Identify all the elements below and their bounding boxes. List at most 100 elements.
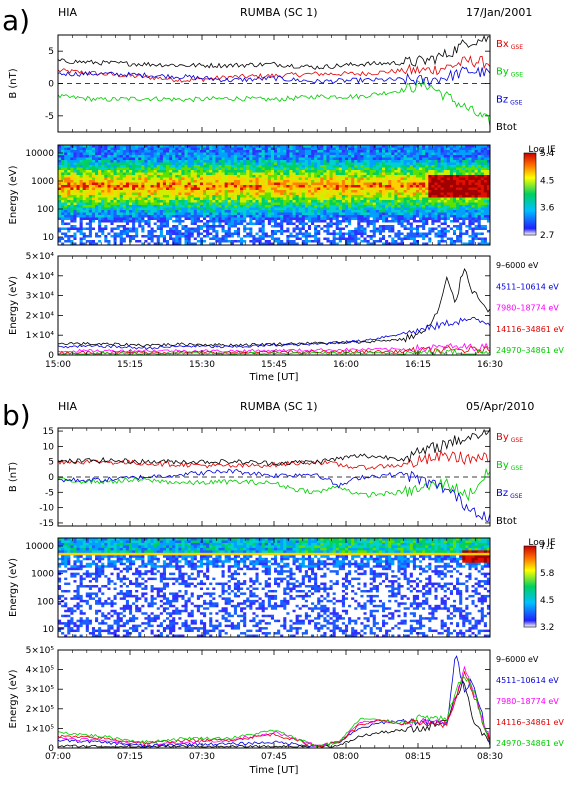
fig0-panel1-heatmap-cell (341, 217, 346, 221)
fig0-panel1-heatmap-cell (252, 202, 256, 206)
fig0-panel1-heatmap-cell (351, 210, 355, 213)
fig0-panel1-heatmap-cell (178, 220, 182, 223)
fig0-panel1-heatmap-cell (184, 207, 188, 211)
fig0-panel1-heatmap-cell (369, 215, 374, 218)
fig0-panel1-heatmap-cell (351, 215, 355, 218)
fig0-panel1-heatmap-cell (132, 185, 136, 188)
fig0-panel1-heatmap-cell (314, 205, 318, 208)
fig0-panel1-heatmap-cell (203, 202, 207, 206)
fig0-panel1-heatmap-cell (184, 152, 188, 156)
fig0-panel1-heatmap-cell (156, 225, 161, 228)
fig0-panel1-heatmap-cell (419, 162, 423, 166)
fig0-panel1-heatmap-cell (178, 172, 182, 176)
fig0-panel1-heatmap-cell (116, 150, 121, 153)
fig0-panel1-heatmap-cell (403, 145, 408, 148)
fig0-panel1-heatmap-cell (184, 205, 188, 208)
fig0-panel1-heatmap-cell (344, 147, 349, 151)
fig0-panel1-heatmap-cell (159, 222, 164, 226)
fig0-panel1-heatmap-cell (249, 205, 253, 208)
fig0-panel1-heatmap-cell (311, 155, 315, 158)
fig0-panel1-heatmap-cell (434, 160, 438, 163)
fig0-panel1-heatmap-cell (104, 187, 108, 191)
fig0-panel1-heatmap-cell (113, 167, 118, 171)
fig0-panel1-heatmap-cell (172, 180, 176, 183)
fig0-panel1-heatmap-cell (412, 150, 417, 153)
fig0-panel1-heatmap-cell (206, 165, 210, 168)
fig0-panel1-heatmap-cell (280, 172, 284, 176)
fig0-panel1-heatmap-cell (187, 192, 192, 196)
fig0-panel1-heatmap-cell (70, 207, 74, 211)
fig0-panel1-heatmap-cell (236, 212, 241, 216)
fig0-panel1-heatmap-cell (206, 152, 210, 156)
fig0-panel1-heatmap-cell (274, 190, 278, 193)
fig0-panel1-heatmap-cell (440, 222, 445, 226)
fig0-panel1-heatmap-cell (406, 222, 411, 226)
fig0-panel1-heatmap-cell (351, 167, 355, 171)
fig0-panel1-heatmap-cell (428, 217, 432, 221)
fig0-panel1-heatmap-cell (199, 205, 204, 208)
fig0-panel1-heatmap-cell (218, 162, 222, 166)
fig0-panel1-heatmap-cell (431, 177, 435, 181)
fig0-panel1-heatmap-cell (110, 167, 114, 171)
fig0-panel1-heatmap-cell (91, 187, 96, 191)
fig0-panel1-heatmap-cell (360, 202, 364, 206)
fig0-panel1-heatmap-cell (147, 162, 151, 166)
fig0-panel1-heatmap-cell (82, 222, 87, 226)
fig0-panel1-heatmap-cell (101, 210, 105, 213)
fig0-panel1-heatmap-cell (116, 212, 121, 216)
fig0-panel1-heatmap-cell (125, 205, 130, 208)
fig0-panel1-heatmap-cell (196, 202, 201, 206)
fig0-panel1-heatmap-cell (409, 230, 414, 233)
fig0-panel1-heatmap-cell (486, 217, 491, 221)
fig0-panel1-heatmap-cell (175, 160, 179, 163)
fig0-panel1-heatmap-cell (338, 185, 343, 188)
fig0-panel1-heatmap-cell (144, 205, 148, 208)
fig0-panel1-heatmap-cell (246, 227, 250, 231)
fig0-panel1-heatmap-cell (406, 217, 411, 221)
fig0-panel1-heatmap-cell (366, 172, 371, 176)
fig0-panel1-heatmap-cell (249, 190, 253, 193)
fig0-panel1-heatmap-cell (320, 180, 324, 183)
fig0-panel1-heatmap-cell (233, 227, 238, 231)
fig0-panel1-heatmap-cell (323, 215, 327, 218)
fig0-panel1-heatmap-cell (412, 172, 417, 176)
fig0-panel1-heatmap-cell (190, 192, 195, 196)
fig0-panel1-heatmap-cell (382, 160, 386, 163)
fig0-panel1-heatmap-cell (289, 187, 293, 191)
fig0-panel1-heatmap-cell (190, 147, 195, 151)
fig0-panel1-heatmap-cell (391, 172, 395, 176)
fig0-panel1-heatmap-cell (104, 170, 108, 173)
fig0-panel1-heatmap-cell (162, 152, 167, 156)
fig0-panel1-heatmap-cell (125, 207, 130, 211)
fig0-panel1-heatmap-cell (286, 167, 290, 171)
fig0-panel1-heatmap-cell (128, 165, 133, 168)
fig0-panel1-heatmap-cell (141, 162, 145, 166)
fig0-panel1-heatmap-cell (64, 205, 68, 208)
fig0-panel1-heatmap-cell (443, 150, 448, 153)
fig0-panel1-heatmap-cell (98, 220, 102, 223)
fig0-panel1-heatmap-cell (314, 180, 318, 183)
fig0-panel1-heatmap-cell (351, 182, 355, 186)
fig0-panel1-heatmap-cell (412, 155, 417, 158)
fig0-panel1-heatmap-cell (162, 165, 167, 168)
fig0-panel1-heatmap-cell (196, 197, 201, 201)
fig0-panel1-heatmap-cell (400, 162, 404, 166)
fig0-panel1-heatmap-cell (58, 217, 62, 221)
fig0-panel1-heatmap-cell (132, 217, 136, 221)
fig0-panel1-heatmap-cell (91, 192, 96, 196)
fig0-panel1-heatmap-cell (58, 177, 62, 181)
fig0-panel1-heatmap-cell (366, 207, 371, 211)
fig0-panel1-heatmap-cell (153, 197, 158, 201)
fig0-panel1-heatmap-cell (456, 145, 460, 148)
fig0-panel1-heatmap-cell (332, 227, 337, 231)
fig0-panel1-heatmap-cell (119, 170, 124, 173)
fig0-panel1-heatmap-cell (82, 182, 87, 186)
fig0-panel1-heatmap-cell (446, 222, 451, 226)
fig0-panel1-heatmap-cell (147, 225, 151, 228)
fig0-panel1-heatmap-cell (141, 210, 145, 213)
fig0-panel1-heatmap-cell (477, 222, 482, 226)
fig0-panel1-heatmap-cell (403, 160, 408, 163)
fig0-panel1-heatmap-cell (400, 187, 404, 191)
fig0-panel1-heatmap-cell (314, 162, 318, 166)
fig0-panel1-heatmap-cell (206, 150, 210, 153)
